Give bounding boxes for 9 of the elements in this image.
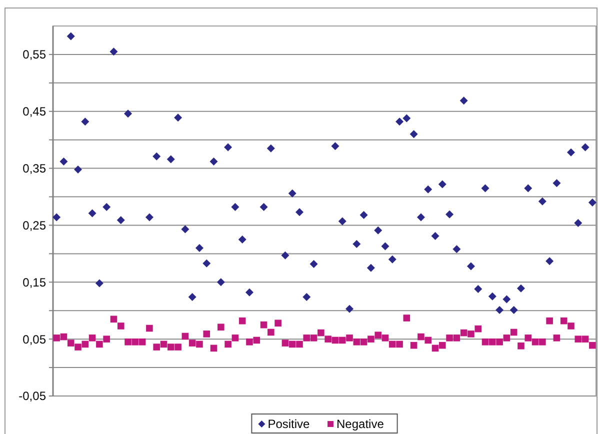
y-tick-label: 0,45	[22, 104, 46, 119]
y-tick-label: 0,05	[22, 332, 46, 346]
legend-label: Negative	[336, 417, 384, 432]
y-tick-label: 0,15	[22, 275, 46, 290]
legend-label: Positive	[268, 417, 310, 432]
y-tick-label: 0,55	[22, 48, 46, 62]
y-tick-label: 0,25	[22, 218, 46, 232]
y-tick-label: -0,05	[18, 389, 46, 404]
y-tick-label: 0,35	[22, 162, 46, 176]
